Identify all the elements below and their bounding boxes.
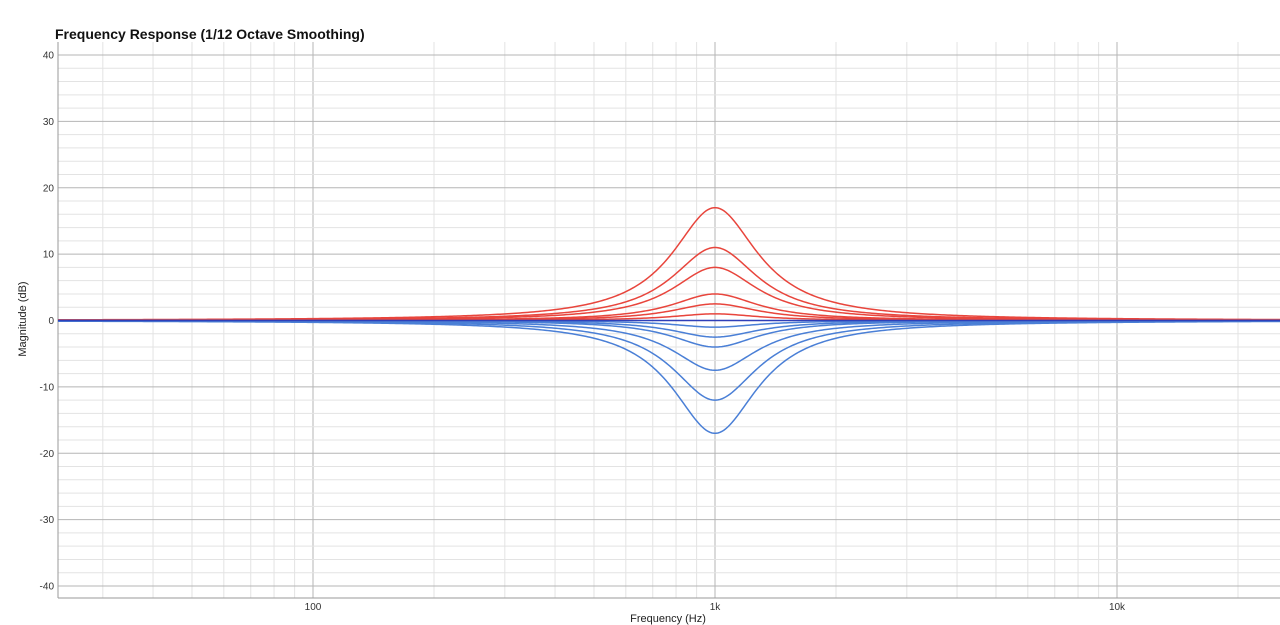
x-axis-label: Frequency (Hz)	[630, 613, 706, 625]
y-tick-labels: 40 30 20 10 0 -10 -20 -30 -40	[40, 51, 55, 593]
eq-response-curve	[58, 320, 1280, 435]
y-tick-label: -10	[40, 382, 55, 393]
x-tick-label: 1k	[710, 602, 722, 613]
x-tick-label: 100	[305, 602, 322, 613]
curves	[57, 206, 1280, 435]
y-axis-label: Magnitude (dB)	[17, 281, 29, 356]
y-tick-label: 40	[43, 51, 55, 62]
y-tick-label: -20	[40, 449, 55, 460]
y-tick-label: -40	[40, 582, 55, 593]
y-tick-label: 10	[43, 250, 55, 261]
x-tick-labels: 100 1k 10k	[305, 602, 1126, 613]
x-tick-label: 10k	[1109, 602, 1126, 613]
chart-title: Frequency Response (1/12 Octave Smoothin…	[55, 26, 365, 42]
y-tick-label: 20	[43, 183, 55, 194]
y-tick-label: 0	[48, 316, 54, 327]
y-tick-label: 30	[43, 117, 55, 128]
y-tick-label: -30	[40, 515, 55, 526]
